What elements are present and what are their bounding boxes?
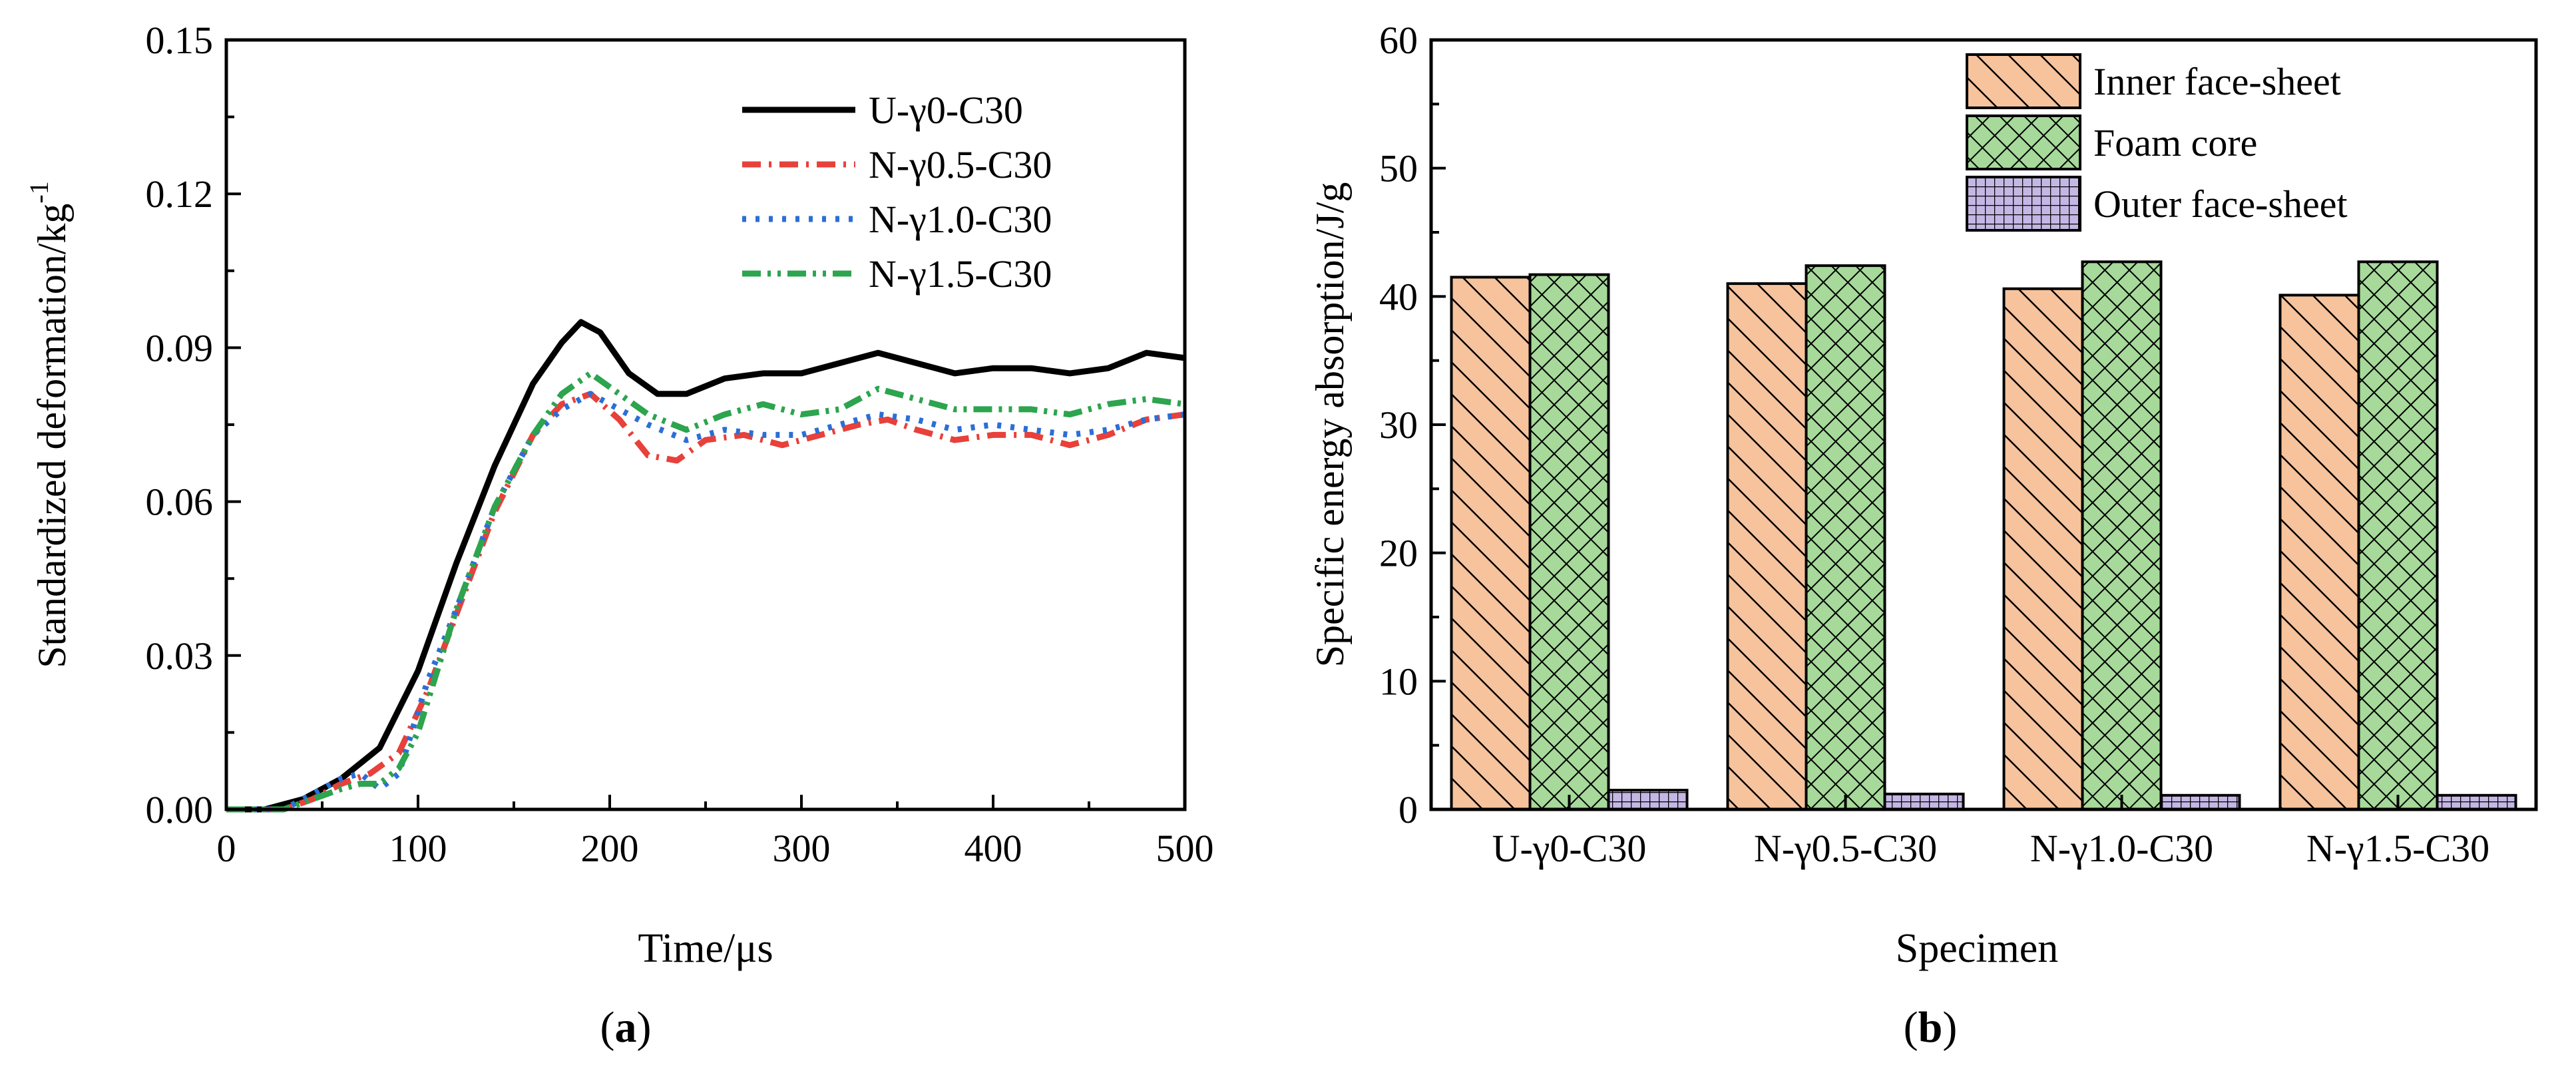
panel-b-legend: Inner face-sheet Foam core Outer face-shee… bbox=[1966, 53, 2348, 232]
legend-label-u-0-c30: U-γ0-C30 bbox=[869, 89, 1023, 132]
panel-a-xlabel: Time/μs bbox=[638, 926, 773, 971]
bar-foam-core-u-0-c30 bbox=[1528, 273, 1610, 811]
panel-a-x-tick-label: 500 bbox=[1156, 827, 1214, 870]
bar-outer-face-sheet-n-1-0-c30 bbox=[2159, 793, 2241, 811]
legend-swatch-inner-face-sheet bbox=[1966, 53, 2081, 109]
bar-foam-core-n-0-5-c30 bbox=[1805, 264, 1886, 811]
panel-a-x-tick-label: 300 bbox=[773, 827, 831, 870]
panel-b-x-tick-label: U-γ0-C30 bbox=[1492, 827, 1647, 870]
panel-a-y-tick-label: 0.06 bbox=[146, 481, 214, 524]
panel-b-y-tick-label: 30 bbox=[1379, 403, 1418, 447]
series-line-n-1-5-c30 bbox=[226, 370, 1185, 813]
panel-a-x-tick-label: 200 bbox=[581, 827, 639, 870]
legend-swatch-foam-core bbox=[1966, 114, 2081, 170]
legend-swatch-outer-face-sheet bbox=[1966, 176, 2081, 232]
bar-inner-face-sheet-n-1-0-c30 bbox=[2002, 287, 2084, 811]
series-line-n-0-5-c30 bbox=[226, 391, 1185, 813]
panel-a-y-tick-label: 0.00 bbox=[146, 788, 214, 831]
panel-b-x-tick-label: N-γ1.0-C30 bbox=[2030, 827, 2213, 870]
panel-b-y-tick-label: 20 bbox=[1379, 532, 1418, 575]
panel-b-y-tick-label: 40 bbox=[1379, 275, 1418, 318]
legend-label-inner-face-sheet: Inner face-sheet bbox=[2093, 60, 2341, 103]
panel-a-line-chart: 0 100 200 300 400 500 0.00 0.03 0.06 0.09 0.12 0.1… bbox=[24, 19, 1214, 1052]
panel-a-label: (a) bbox=[600, 1003, 652, 1052]
panel-b-xlabel: Specimen bbox=[1896, 926, 2059, 971]
panel-a-y-tick-label: 0.09 bbox=[146, 326, 214, 369]
bar-outer-face-sheet-n-0-5-c30 bbox=[1883, 792, 1965, 811]
panel-b-plot-area bbox=[1450, 260, 2517, 811]
panel-b-y-tick-label: 50 bbox=[1379, 147, 1418, 190]
panel-a-y-tick-label: 0.03 bbox=[146, 634, 214, 678]
bar-inner-face-sheet-n-0-5-c30 bbox=[1726, 282, 1808, 811]
panel-b-y-ticks: 0 10 20 30 40 50 60 bbox=[1379, 19, 1446, 831]
panel-b-ylabel: Specific energy absorption/J/g bbox=[1308, 182, 1352, 668]
panel-b-y-tick-label: 60 bbox=[1379, 19, 1418, 62]
series-line-u-0-c30 bbox=[226, 319, 1185, 813]
panel-a-x-tick-label: 400 bbox=[965, 827, 1022, 870]
series-line-n-1-0-c30 bbox=[226, 391, 1185, 813]
legend-label-n-0-5-c30: N-γ0.5-C30 bbox=[869, 143, 1052, 186]
panel-a-y-tick-label: 0.12 bbox=[146, 172, 214, 216]
panel-a-y-tick-label: 0.15 bbox=[146, 19, 214, 62]
panel-b-y-tick-label: 10 bbox=[1379, 660, 1418, 703]
panel-a-x-ticks: 0 100 200 300 400 500 bbox=[217, 795, 1214, 870]
bar-inner-face-sheet-n-1-5-c30 bbox=[2278, 294, 2360, 811]
panel-b-x-tick-label: N-γ0.5-C30 bbox=[1754, 827, 1937, 870]
bar-foam-core-n-1-0-c30 bbox=[2081, 260, 2163, 811]
legend-label-foam-core: Foam core bbox=[2093, 121, 2257, 164]
panel-a-y-ticks: 0.00 0.03 0.06 0.09 0.12 0.15 bbox=[146, 19, 241, 831]
panel-a-plot-area bbox=[226, 319, 1185, 813]
panel-b-label: (b) bbox=[1904, 1003, 1958, 1052]
panel-a-x-tick-label: 100 bbox=[389, 827, 447, 870]
panel-a-x-tick-label: 0 bbox=[217, 827, 236, 870]
bar-outer-face-sheet-n-1-5-c30 bbox=[2436, 793, 2517, 811]
panel-a-legend: U-γ0-C30 N-γ0.5-C30 N-γ1.0-C30 N-γ1.5-C30 bbox=[742, 89, 1052, 296]
bar-outer-face-sheet-u-0-c30 bbox=[1607, 789, 1689, 811]
panel-b-bar-chart: U-γ0-C30 N-γ0.5-C30 N-γ1.0-C30 N-γ1.5-C30 0… bbox=[1308, 19, 2538, 1052]
legend-label-outer-face-sheet: Outer face-sheet bbox=[2093, 182, 2348, 226]
panel-b-x-tick-label: N-γ1.5-C30 bbox=[2306, 827, 2489, 870]
panel-b-y-tick-label: 0 bbox=[1398, 788, 1418, 831]
bar-inner-face-sheet-u-0-c30 bbox=[1450, 276, 1532, 811]
panel-a-ylabel: Standardized deformation/kg-1 bbox=[24, 181, 74, 668]
panel-b-x-ticks: U-γ0-C30 N-γ0.5-C30 N-γ1.0-C30 N-γ1.5-C30 bbox=[1492, 795, 2489, 870]
legend-label-n-1-5-c30: N-γ1.5-C30 bbox=[869, 252, 1052, 296]
legend-label-n-1-0-c30: N-γ1.0-C30 bbox=[869, 198, 1052, 241]
bar-foam-core-n-1-5-c30 bbox=[2357, 260, 2439, 811]
